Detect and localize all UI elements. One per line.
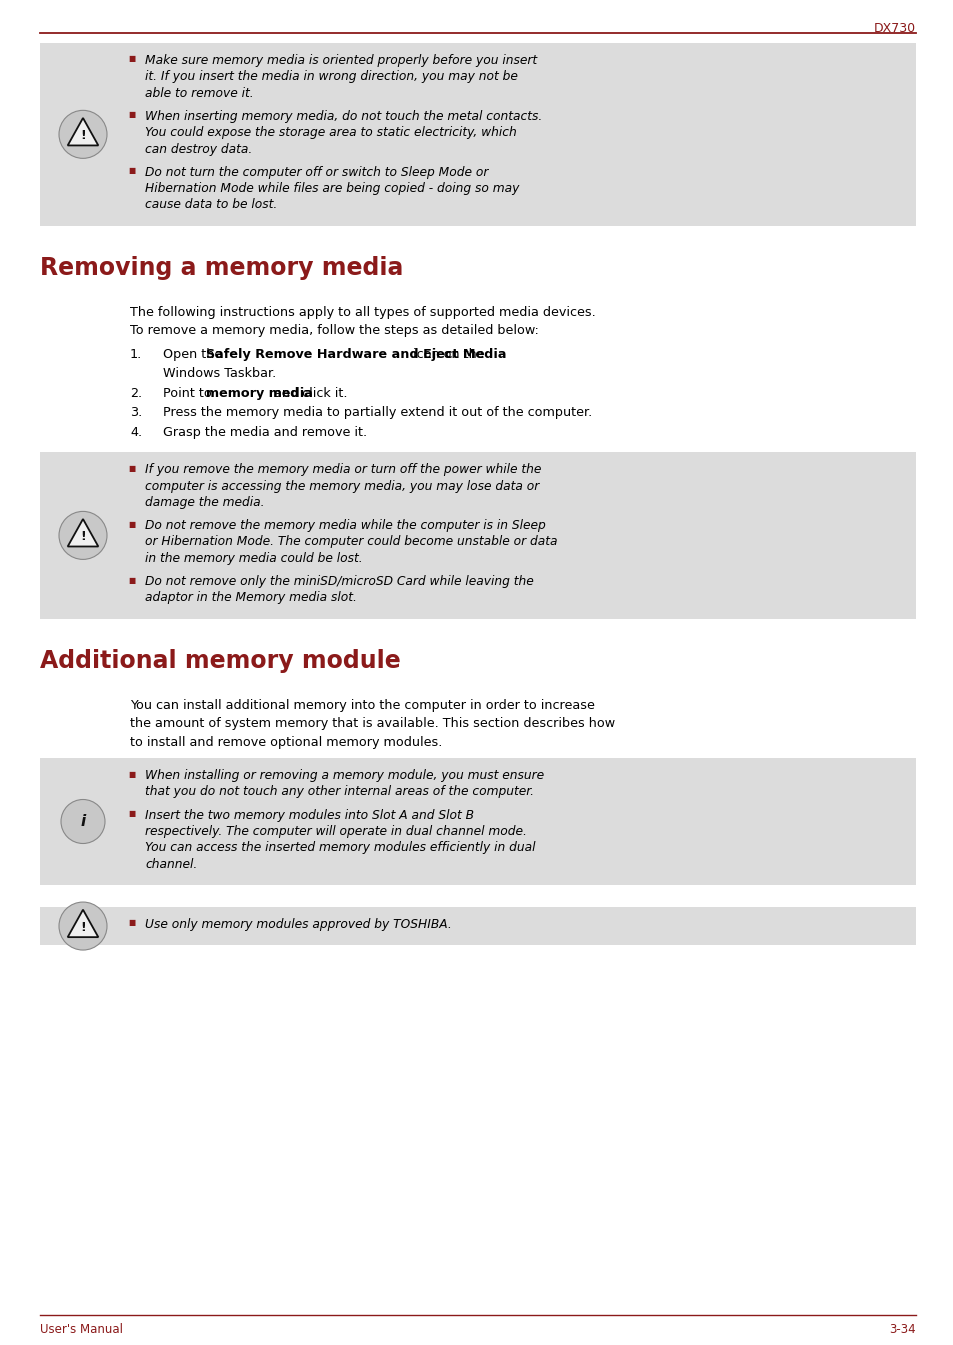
FancyBboxPatch shape	[40, 452, 915, 619]
Text: that you do not touch any other internal areas of the computer.: that you do not touch any other internal…	[145, 785, 534, 799]
Circle shape	[59, 511, 107, 560]
Text: in the memory media could be lost.: in the memory media could be lost.	[145, 551, 362, 565]
Text: i: i	[80, 814, 86, 829]
Circle shape	[59, 902, 107, 950]
Text: If you remove the memory media or turn off the power while the: If you remove the memory media or turn o…	[145, 463, 540, 476]
Text: 2.: 2.	[130, 387, 142, 399]
Text: Do not remove only the miniSD/microSD Card while leaving the: Do not remove only the miniSD/microSD Ca…	[145, 576, 533, 588]
Text: !: !	[80, 530, 86, 543]
Text: Press the memory media to partially extend it out of the computer.: Press the memory media to partially exte…	[163, 406, 592, 420]
Text: You can install additional memory into the computer in order to increase: You can install additional memory into t…	[130, 698, 595, 712]
Text: The following instructions apply to all types of supported media devices.: The following instructions apply to all …	[130, 305, 595, 319]
Text: adaptor in the Memory media slot.: adaptor in the Memory media slot.	[145, 592, 356, 604]
Text: icon on the: icon on the	[409, 348, 484, 360]
Text: Grasp the media and remove it.: Grasp the media and remove it.	[163, 426, 367, 438]
Text: You can access the inserted memory modules efficiently in dual: You can access the inserted memory modul…	[145, 842, 535, 854]
Polygon shape	[68, 118, 98, 145]
Text: Use only memory modules approved by TOSHIBA.: Use only memory modules approved by TOSH…	[145, 917, 452, 931]
Text: 3.: 3.	[130, 406, 142, 420]
FancyBboxPatch shape	[40, 43, 915, 226]
Text: Safely Remove Hardware and Eject Media: Safely Remove Hardware and Eject Media	[206, 348, 506, 360]
Text: !: !	[80, 129, 86, 143]
Polygon shape	[68, 519, 98, 546]
Text: ■: ■	[128, 519, 135, 529]
Text: ■: ■	[128, 810, 135, 818]
Text: can destroy data.: can destroy data.	[145, 143, 252, 156]
Text: respectively. The computer will operate in dual channel mode.: respectively. The computer will operate …	[145, 824, 526, 838]
Text: ■: ■	[128, 919, 135, 928]
Text: or Hibernation Mode. The computer could become unstable or data: or Hibernation Mode. The computer could …	[145, 535, 557, 549]
Text: ■: ■	[128, 464, 135, 472]
Text: ■: ■	[128, 110, 135, 120]
Text: it. If you insert the media in wrong direction, you may not be: it. If you insert the media in wrong dir…	[145, 70, 517, 83]
Text: cause data to be lost.: cause data to be lost.	[145, 199, 277, 211]
Text: to install and remove optional memory modules.: to install and remove optional memory mo…	[130, 736, 442, 749]
Text: computer is accessing the memory media, you may lose data or: computer is accessing the memory media, …	[145, 480, 538, 492]
Text: ■: ■	[128, 769, 135, 779]
FancyBboxPatch shape	[40, 907, 915, 946]
Text: the amount of system memory that is available. This section describes how: the amount of system memory that is avai…	[130, 717, 615, 730]
Text: To remove a memory media, follow the steps as detailed below:: To remove a memory media, follow the ste…	[130, 324, 538, 338]
Text: When inserting memory media, do not touch the metal contacts.: When inserting memory media, do not touc…	[145, 110, 541, 122]
Text: When installing or removing a memory module, you must ensure: When installing or removing a memory mod…	[145, 769, 543, 781]
Text: and click it.: and click it.	[270, 387, 347, 399]
Polygon shape	[68, 909, 98, 937]
Text: Windows Taskbar.: Windows Taskbar.	[163, 367, 276, 381]
Text: Hibernation Mode while files are being copied - doing so may: Hibernation Mode while files are being c…	[145, 182, 518, 195]
Text: ■: ■	[128, 167, 135, 175]
Text: User's Manual: User's Manual	[40, 1323, 123, 1336]
FancyBboxPatch shape	[40, 759, 915, 885]
Text: channel.: channel.	[145, 858, 197, 870]
Text: 1.: 1.	[130, 348, 142, 360]
Text: Additional memory module: Additional memory module	[40, 648, 400, 672]
Text: ■: ■	[128, 576, 135, 585]
Circle shape	[61, 799, 105, 843]
Text: memory media: memory media	[206, 387, 313, 399]
Text: 3-34: 3-34	[888, 1323, 915, 1336]
Text: Open the: Open the	[163, 348, 226, 360]
Text: Removing a memory media: Removing a memory media	[40, 256, 403, 280]
Text: DX730: DX730	[873, 22, 915, 35]
Text: Insert the two memory modules into Slot A and Slot B: Insert the two memory modules into Slot …	[145, 808, 474, 822]
Text: able to remove it.: able to remove it.	[145, 86, 253, 100]
Text: !: !	[80, 921, 86, 933]
Text: damage the media.: damage the media.	[145, 496, 264, 508]
Text: ■: ■	[128, 55, 135, 63]
Circle shape	[59, 110, 107, 159]
Text: 4.: 4.	[130, 426, 142, 438]
Text: Do not remove the memory media while the computer is in Sleep: Do not remove the memory media while the…	[145, 519, 545, 533]
Text: Make sure memory media is oriented properly before you insert: Make sure memory media is oriented prope…	[145, 54, 537, 67]
Text: You could expose the storage area to static electricity, which: You could expose the storage area to sta…	[145, 126, 517, 139]
Text: Point to: Point to	[163, 387, 215, 399]
Text: Do not turn the computer off or switch to Sleep Mode or: Do not turn the computer off or switch t…	[145, 165, 488, 179]
